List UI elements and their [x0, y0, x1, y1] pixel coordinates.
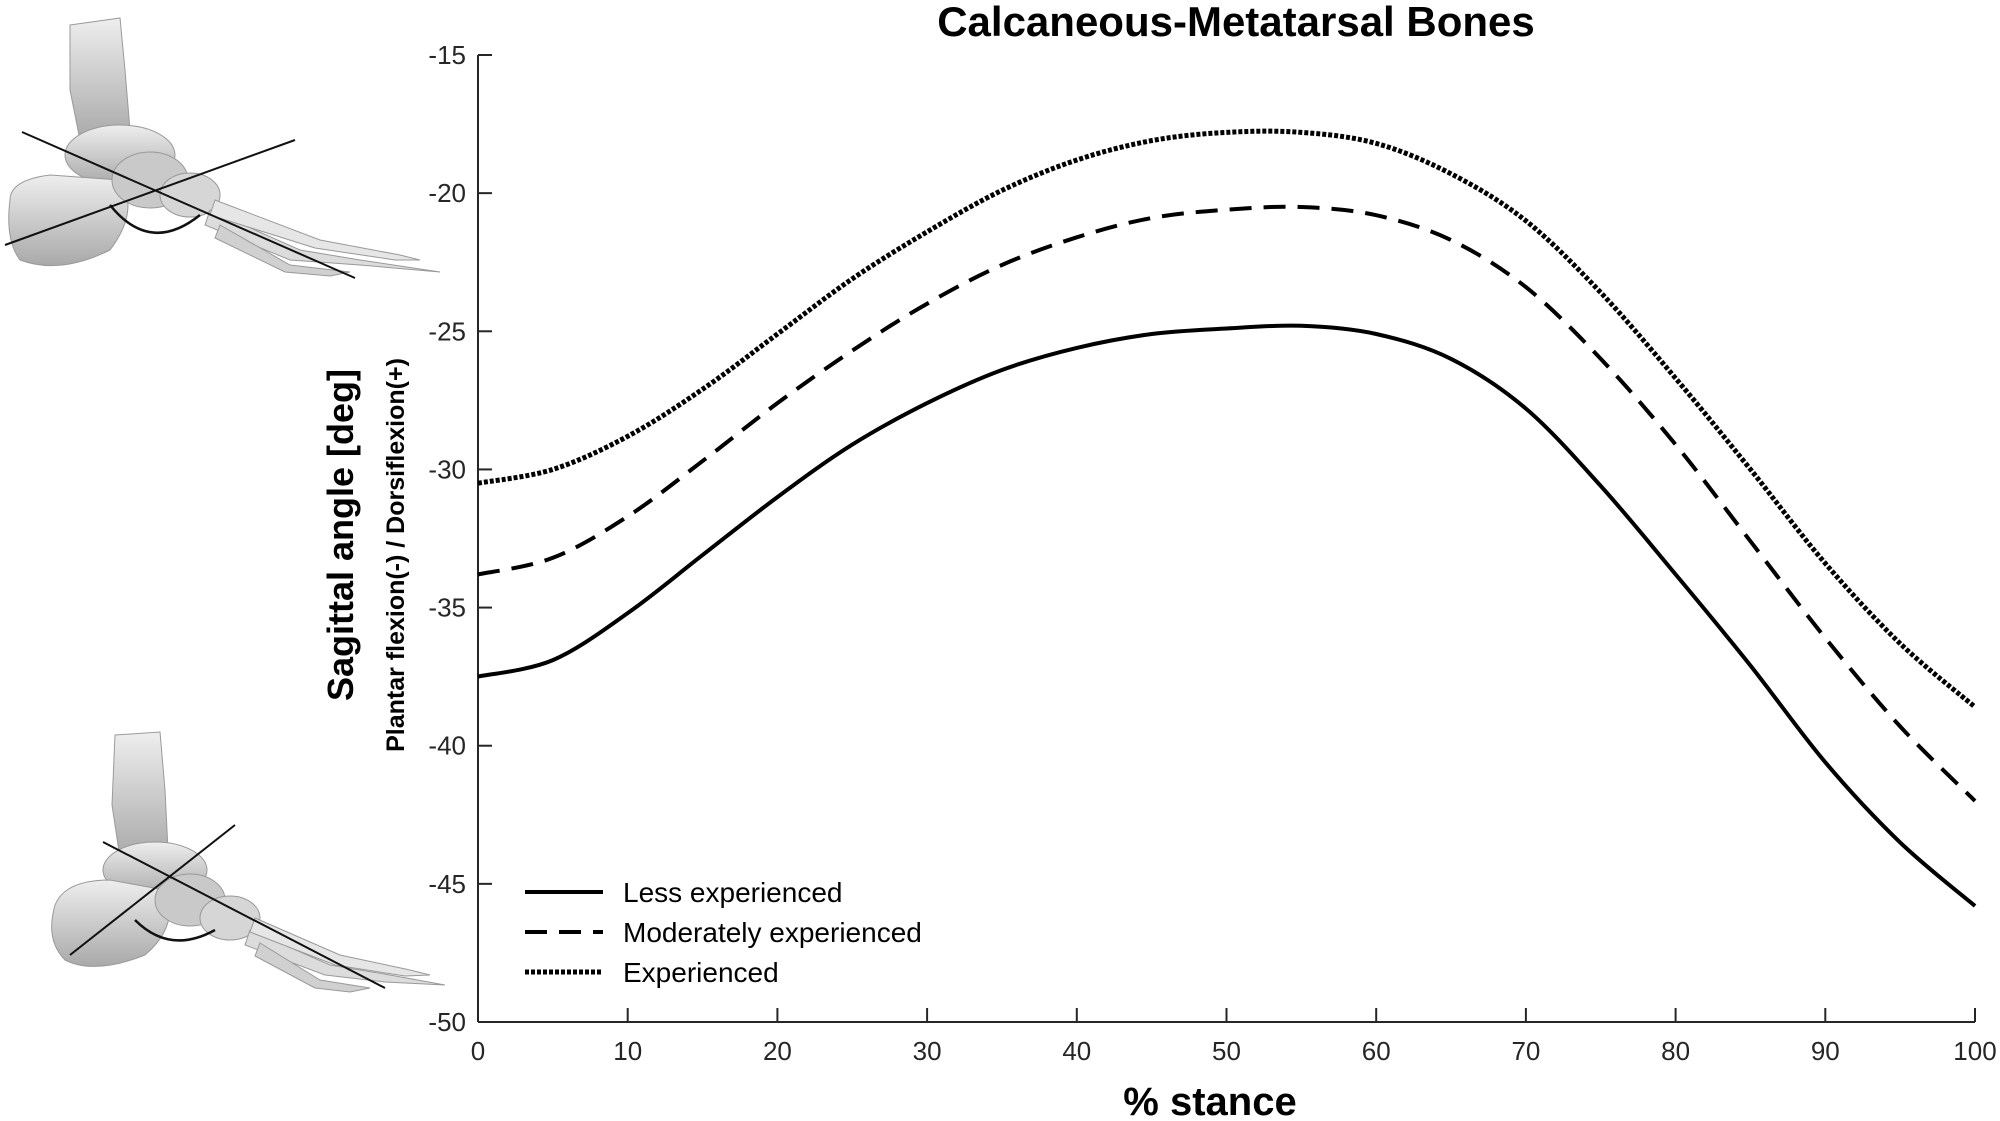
x-axis-label: % stance [1123, 1080, 1296, 1121]
y-tick-label: -40 [428, 731, 466, 761]
x-tick-label: 40 [1062, 1036, 1091, 1066]
y-tick-label: -30 [428, 454, 466, 484]
x-tick-label: 100 [1953, 1036, 1996, 1066]
series-line-moderately-experienced [477, 204, 1977, 803]
x-tick-label: 50 [1212, 1036, 1241, 1066]
series-layer [477, 128, 1977, 908]
legend: Less experienced Moderately experienced Ex… [525, 877, 922, 988]
x-tick-label: 70 [1511, 1036, 1540, 1066]
y-tick-label: -20 [428, 178, 466, 208]
y-tick-label: -45 [428, 869, 466, 899]
y-tick-label: -35 [428, 593, 466, 623]
x-tick-label: 30 [913, 1036, 942, 1066]
y-axis-sublabel: Plantar flexion(-) / Dorsiflexion(+) [382, 358, 410, 752]
x-tick-label: 80 [1661, 1036, 1690, 1066]
legend-label: Less experienced [623, 877, 842, 908]
legend-label: Experienced [623, 957, 779, 988]
chart-axes: -15 -20 -25 -30 -35 -40 -45 -500 10 20 30 40 50 60 70 8… [428, 40, 1996, 1066]
y-tick-label: -25 [428, 316, 466, 346]
x-tick-label: 10 [613, 1036, 642, 1066]
x-tick-label: 0 [471, 1036, 485, 1066]
y-tick-label: -50 [428, 1007, 466, 1037]
legend-label: Moderately experienced [623, 917, 922, 948]
foot-dorsiflexion-icon [4, 17, 441, 279]
x-tick-label: 20 [763, 1036, 792, 1066]
y-tick-label: -15 [428, 40, 466, 70]
y-axis-label: Sagittal angle [deg] [320, 369, 361, 701]
series-line-experienced [477, 128, 1977, 709]
series-line-less-experienced [477, 323, 1977, 908]
x-tick-label: 60 [1362, 1036, 1391, 1066]
x-tick-label: 90 [1811, 1036, 1840, 1066]
chart-title: Calcaneous-Metatarsal Bones [937, 0, 1535, 45]
foot-plantarflexion-icon [51, 731, 446, 993]
